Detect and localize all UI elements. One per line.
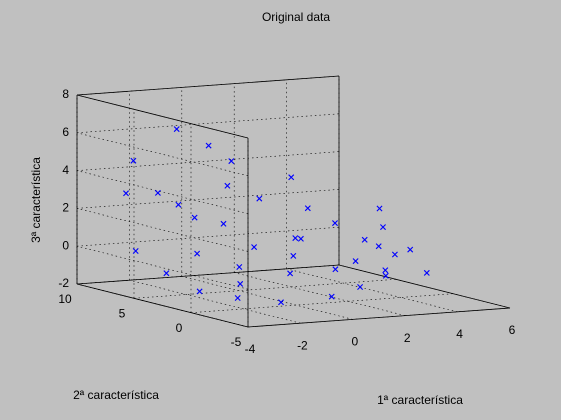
data-point [382,267,389,274]
data-point [380,224,386,231]
x-tick-label: -4 [245,342,256,356]
gridline [286,268,458,313]
box-edge [76,75,340,96]
data-point [194,250,201,257]
z-tick-label: 8 [62,87,69,101]
box-edge [76,94,249,139]
data-point [228,158,235,165]
gridline [133,279,397,299]
data-point [234,295,241,301]
data-point [236,264,243,270]
data-points [123,126,430,306]
z-tick-label: 4 [62,163,69,177]
gridline [76,226,340,247]
data-point [175,201,182,208]
data-point [288,174,295,181]
gridline [76,151,340,171]
data-point [163,270,170,277]
gridline [76,170,249,214]
gridline [129,279,301,324]
data-point [297,235,304,242]
x-axis-line [247,307,511,328]
gridline [76,132,249,177]
data-point [287,270,294,277]
z-tick-label: -2 [58,276,69,290]
data-point [352,258,359,265]
data-point [332,266,339,273]
chart-title: Original data [262,10,330,24]
data-point [407,246,414,253]
box-edge [76,264,340,285]
data-point [196,288,203,295]
data-point [357,284,364,290]
x-axis-label: 1ª característica [377,393,463,407]
gridline [76,189,340,209]
data-point [304,205,311,212]
data-point [251,244,258,251]
y-axis-line [76,283,249,328]
grid-lines [76,75,511,328]
data-point [256,195,263,202]
gridline [76,208,249,252]
x-tick-label: 6 [509,323,516,337]
data-point [220,220,227,227]
y-tick-label: 0 [176,321,183,335]
box-edge [338,264,511,309]
z-tick-label: 2 [62,201,69,215]
data-point [123,190,129,197]
y-tick-label: -5 [231,335,242,349]
data-point [328,293,335,300]
y-tick-label: 10 [58,292,72,306]
data-point [132,248,139,254]
x-tick-label: 0 [351,335,358,349]
data-point [154,189,161,196]
x-tick-label: 4 [456,327,463,341]
data-point [423,269,430,276]
x-tick-label: -2 [297,338,308,352]
data-point [205,142,212,149]
data-point [375,243,382,250]
gridline [76,113,340,134]
y-tick-label: 5 [119,306,126,320]
tick-labels: -4 -2 0 2 4 6 -5 0 5 10 -2 0 2 4 6 8 [58,87,515,356]
data-point [391,251,398,258]
data-point [332,220,338,227]
z-tick-label: 0 [62,238,69,252]
axes-box [76,75,511,328]
z-tick-label: 6 [62,125,69,139]
data-point [237,280,244,287]
x-tick-label: 2 [404,331,411,345]
data-point [224,182,231,189]
data-point [130,157,137,164]
data-point [376,205,383,212]
y-axis-label: 2ª característica [73,388,159,402]
data-point [382,272,389,279]
data-point [361,236,368,243]
gridline [234,272,406,316]
z-axis-label: 3ª característica [29,157,43,243]
data-point [292,235,299,242]
gridline [76,245,249,290]
gridline [181,276,353,320]
data-point [173,126,180,133]
gridline [190,293,454,313]
data-point [191,214,198,221]
data-point [290,252,297,259]
data-point [278,299,284,306]
